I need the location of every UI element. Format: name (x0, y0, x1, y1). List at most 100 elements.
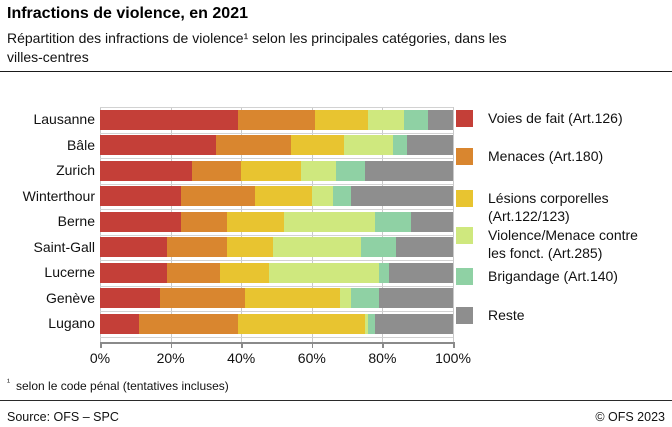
bar-row (100, 211, 453, 232)
bar-row (100, 186, 453, 207)
category-label-zurich: Zurich (56, 162, 95, 178)
bar-segment (100, 288, 160, 309)
bar-segment (428, 109, 453, 130)
legend-swatch (456, 148, 473, 165)
legend-label: Reste (488, 306, 525, 324)
bar-row (100, 313, 453, 334)
footer-divider (0, 400, 672, 401)
legend-swatch (456, 227, 473, 244)
bar-segment (361, 237, 397, 258)
bar-segment (350, 288, 379, 309)
x-axis-tick-label: 20% (156, 350, 185, 366)
row-gridline (100, 285, 453, 287)
category-label-berne: Berne (57, 213, 95, 229)
bar-segment (403, 109, 429, 130)
footnote-marker: ¹ (7, 377, 10, 387)
row-gridline (100, 183, 453, 185)
bar-row (100, 160, 453, 181)
legend-label: Voies de fait (Art.126) (488, 109, 623, 127)
legend-label: Violence/Menace contre les fonct. (Art.28… (488, 226, 638, 262)
legend-label-line: Voies de fait (Art.126) (488, 110, 623, 126)
bar-segment (378, 262, 390, 283)
bar-segment (100, 109, 238, 130)
legend-label-line: Menaces (Art.180) (488, 148, 604, 164)
footnote-text: selon le code pénal (tentatives incluses… (16, 379, 229, 393)
legend-label-line: Reste (488, 307, 525, 323)
bar-segment (290, 135, 344, 156)
bar-row (100, 262, 453, 283)
x-axis-tick-60 (311, 342, 314, 348)
bar-segment (100, 313, 139, 334)
x-axis-tick-0 (100, 342, 102, 348)
x-axis-tick-label: 80% (368, 350, 397, 366)
x-axis-tick-80 (382, 342, 384, 348)
legend-item: Voies de fait (Art.126) (456, 110, 623, 127)
bar-segment (375, 313, 453, 334)
bar-segment (407, 135, 453, 156)
bar-segment (410, 211, 453, 232)
x-axis-tick-label: 100% (435, 350, 471, 366)
category-label-lugano: Lugano (48, 315, 95, 331)
bar-segment (392, 135, 408, 156)
bar-segment (237, 313, 365, 334)
legend-item: Menaces (Art.180) (456, 148, 603, 165)
bar-segment (237, 109, 316, 130)
x-axis-line (100, 342, 453, 344)
row-gridline (100, 336, 453, 338)
row-gridline (100, 311, 453, 312)
bar-segment (364, 313, 369, 334)
row-gridline (100, 234, 453, 236)
legend-label: Menaces (Art.180) (488, 147, 603, 165)
bar-segment (244, 288, 341, 309)
footnote: ¹ selon le code pénal (tentatives incluse… (7, 377, 229, 393)
bar-segment (389, 262, 453, 283)
page-subtitle: Répartition des infractions de violence¹… (7, 29, 507, 67)
category-label-gen-ve: Genève (45, 289, 95, 306)
legend-swatch (456, 268, 473, 285)
bar-row (100, 237, 453, 258)
legend-label-line: Lésions corporelles (488, 190, 609, 206)
subtitle-line-1: Répartition des infractions de violence¹… (7, 30, 507, 46)
legend-label: Lésions corporelles (Art.122/123) (488, 189, 609, 225)
bar-segment (378, 288, 453, 309)
bar-segment (241, 160, 302, 181)
bar-segment (191, 160, 242, 181)
bar-segment (340, 288, 351, 309)
category-label-lausanne: Lausanne (33, 111, 95, 127)
legend-item: Violence/Menace contre les fonct. (Art.28… (456, 227, 638, 262)
copyright-label: © OFS 2023 (595, 410, 665, 424)
header-divider (0, 71, 672, 72)
x-axis-tick-100 (453, 342, 455, 348)
page-title: Infractions de violence, en 2021 (7, 5, 248, 22)
bar-segment (160, 288, 245, 309)
bar-segment (220, 262, 270, 283)
bar-segment (301, 160, 337, 181)
plot-area: 0% 20% 40% 60% 80% 100% (90, 107, 471, 366)
bar-segment (311, 186, 333, 207)
x-axis-tick-40 (241, 342, 243, 348)
legend-swatch (456, 307, 473, 324)
legend-item: Lésions corporelles (Art.122/123) (456, 190, 609, 225)
legend-label: Brigandage (Art.140) (488, 267, 618, 285)
category-label-lucerne: Lucerne (44, 264, 95, 280)
row-gridline (100, 107, 453, 108)
bar-segment (227, 211, 284, 232)
bar-segment (315, 109, 369, 130)
bar-segment (100, 186, 182, 207)
category-label-winterthour: Winterthour (22, 187, 95, 204)
bar-segment (167, 237, 228, 258)
row-gridline (100, 209, 453, 210)
bar-segment (396, 237, 453, 258)
bar-segment (100, 160, 192, 181)
bar-segment (227, 237, 273, 258)
x-axis-tick-label: 60% (297, 350, 326, 366)
x-axis-tick-label: 40% (227, 350, 256, 366)
bar-segment (343, 135, 393, 156)
row-gridline (100, 132, 453, 134)
legend-item: Brigandage (Art.140) (456, 268, 618, 285)
bar-segment (255, 186, 312, 207)
gridline-100 (453, 107, 454, 342)
bar-segment (138, 313, 238, 334)
legend-label-line: les fonct. (Art.285) (488, 245, 603, 261)
category-label-b-le: Bâle (66, 136, 95, 153)
